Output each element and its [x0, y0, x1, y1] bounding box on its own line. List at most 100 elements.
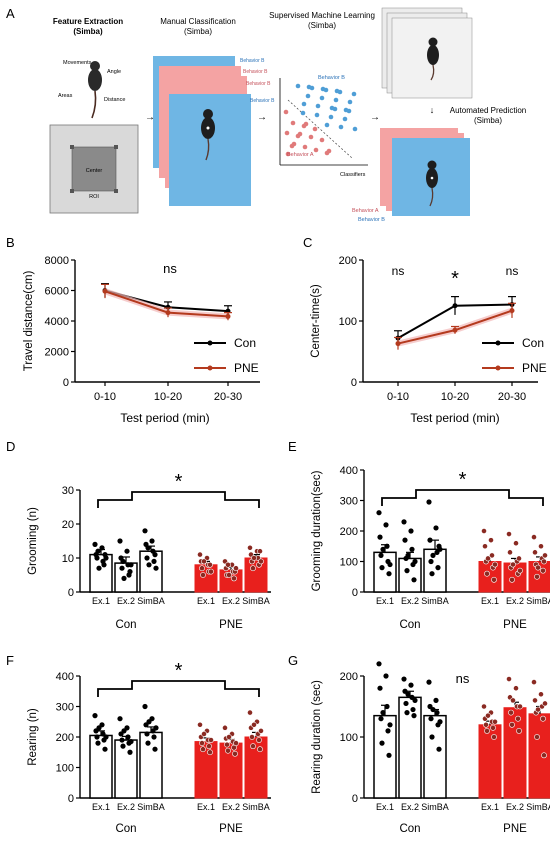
panel-a-workflow: A Feature Extraction (Simba) Movements A… [6, 6, 526, 223]
sml-dot-behavior-b [329, 105, 335, 111]
chart-panel-b: B 0 2000 4000 6000 8000 Travel distance(cm) 0-1… [6, 235, 260, 425]
bar [89, 734, 113, 799]
data-point [540, 567, 546, 574]
data-point [225, 313, 231, 319]
auto-subtitle: (Simba) [474, 116, 502, 125]
data-point [411, 577, 417, 583]
legend-label: Con [234, 336, 256, 350]
x-tick-label: Ex.1 [481, 596, 499, 606]
x-tick-label: 20-30 [498, 391, 526, 403]
y-tick-label: 6000 [45, 286, 69, 298]
data-point [482, 543, 488, 550]
y-tick-label: 400 [56, 671, 74, 683]
data-point [531, 534, 537, 540]
data-point [95, 548, 101, 554]
data-point [225, 747, 231, 754]
roi-arena [49, 124, 139, 214]
data-point [516, 555, 522, 562]
data-point [492, 561, 498, 568]
data-point [128, 562, 134, 568]
feature-label-areas: Areas [58, 93, 73, 99]
data-point [437, 719, 443, 725]
y-tick-label: 0 [63, 377, 69, 389]
y-axis-label: Grooming (n) [27, 507, 39, 575]
sml-scatter [283, 83, 358, 157]
data-point [387, 722, 393, 728]
data-point [410, 706, 416, 713]
bar [478, 561, 502, 593]
bar [139, 731, 163, 799]
data-point [531, 679, 537, 685]
x-axis-label: Test period (min) [410, 411, 499, 425]
data-point [125, 734, 131, 740]
x-tick-label: SimBA [242, 596, 270, 606]
data-point [146, 719, 152, 725]
sml-dot-behavior-a [312, 126, 318, 132]
group-label: PNE [219, 619, 243, 631]
panel-letter-d: D [6, 439, 15, 454]
data-point [509, 721, 515, 728]
data-point [151, 734, 157, 740]
y-tick-label: 0 [351, 377, 357, 389]
significance-bracket [381, 489, 544, 506]
y-axis-label: Grooming duration(sec) [311, 470, 323, 591]
bar [503, 562, 527, 593]
sml-dot-behavior-b [319, 95, 325, 101]
data-point [402, 537, 408, 543]
data-point [426, 499, 432, 505]
data-point [383, 673, 389, 679]
data-point [103, 734, 109, 740]
mouse-icon [427, 37, 439, 81]
x-tick-label: Ex.1 [376, 802, 394, 812]
data-point [535, 706, 541, 713]
data-point [208, 568, 214, 575]
data-point [208, 737, 214, 743]
x-tick-label: SimBA [421, 596, 449, 606]
x-tick-label: Ex.2 [222, 596, 240, 606]
y-tick-label: 200 [339, 255, 357, 267]
feature-label-angle: Angle [107, 69, 121, 75]
data-point [490, 724, 496, 731]
data-point [427, 537, 433, 543]
sml-dot-behavior-b [352, 126, 358, 132]
data-point [513, 685, 519, 692]
sml-dot-behavior-a [308, 134, 314, 140]
legend-marker [495, 365, 501, 371]
data-point [225, 561, 231, 568]
data-point [124, 548, 130, 554]
data-point [542, 552, 548, 559]
significance-label: ns [392, 264, 405, 278]
y-tick-label: 100 [56, 763, 74, 775]
x-tick-label: 0-10 [387, 391, 409, 403]
sml-dot-behavior-b [334, 88, 340, 94]
data-point [117, 538, 123, 544]
data-point [532, 549, 538, 556]
auto-label-behavior-a: Behavior A [352, 208, 379, 214]
x-axis-label: Test period (min) [120, 411, 209, 425]
data-point [484, 728, 490, 734]
significance-label: ns [506, 264, 519, 278]
x-tick-label: Ex.2 [117, 596, 135, 606]
data-point [510, 561, 516, 568]
y-tick-label: 100 [340, 557, 358, 569]
data-point [119, 737, 125, 743]
data-point [485, 712, 491, 719]
data-point [506, 676, 512, 682]
y-tick-label: 10 [62, 553, 74, 565]
sml-dot-behavior-a [291, 141, 297, 147]
data-point [538, 691, 544, 698]
data-point [429, 734, 435, 740]
data-point [384, 703, 390, 710]
group-label: Con [115, 823, 136, 835]
panel-letter-a: A [6, 6, 15, 21]
auto-label-behavior-b: Behavior B [358, 217, 385, 223]
x-tick-label: SimBA [137, 596, 165, 606]
data-point [247, 544, 253, 551]
data-point [534, 573, 540, 580]
feature-label-movements: Movements [63, 60, 92, 66]
data-point [378, 552, 384, 559]
data-point [92, 541, 98, 548]
bar [139, 550, 163, 593]
